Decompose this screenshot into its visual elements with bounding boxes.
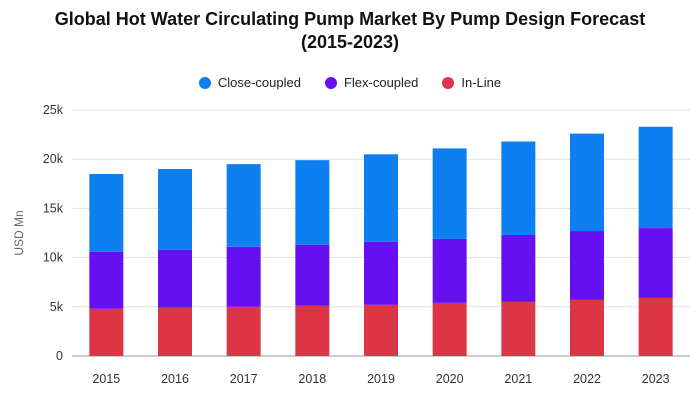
y-tick-label-4: 20k — [43, 152, 64, 166]
bar-close-coupled-2021 — [501, 141, 536, 235]
y-axis-title: USD Mn — [12, 210, 26, 255]
bar-in-line-2015 — [89, 308, 124, 356]
bar-close-coupled-2017 — [226, 164, 261, 247]
legend-swatch-in-line — [442, 76, 455, 89]
bar-flex-coupled-2022 — [570, 231, 604, 300]
bar-close-coupled-2019 — [364, 154, 398, 242]
bar-flex-coupled-2020 — [432, 238, 467, 303]
bar-in-line-2016 — [158, 307, 192, 356]
bar-close-coupled-2022 — [570, 133, 604, 232]
chart-title: Global Hot Water Circulating Pump Market… — [0, 8, 700, 54]
bar-flex-coupled-2019 — [364, 241, 398, 305]
legend-swatch-flex-coupled — [324, 76, 337, 89]
bar-in-line-2017 — [226, 306, 261, 356]
y-tick-label-1: 5k — [50, 300, 64, 314]
x-tick-label-2018: 2018 — [298, 372, 326, 386]
chart-title-line-1: Global Hot Water Circulating Pump Market… — [54, 9, 646, 29]
bar-in-line-2018 — [295, 305, 330, 356]
y-tick-label-5: 25k — [43, 103, 64, 117]
bar-flex-coupled-2023 — [638, 228, 673, 298]
legend-item-flex-coupled[interactable]: Flex-coupled — [324, 75, 419, 90]
x-tick-label-2019: 2019 — [367, 372, 395, 386]
bar-in-line-2020 — [432, 302, 467, 356]
bar-close-coupled-2023 — [638, 126, 673, 229]
chart-title-line-2: (2015-2023) — [300, 32, 400, 52]
y-tick-label-2: 10k — [43, 251, 64, 265]
y-tick-label-0: 0 — [56, 349, 63, 363]
bar-in-line-2022 — [570, 299, 604, 356]
x-tick-label-2023: 2023 — [642, 372, 670, 386]
x-tick-label-2017: 2017 — [230, 372, 258, 386]
legend-swatch-close-coupled — [198, 76, 211, 89]
bar-in-line-2023 — [638, 297, 673, 356]
legend-label-flex-coupled: Flex-coupled — [343, 75, 419, 90]
bar-close-coupled-2015 — [89, 173, 124, 252]
bar-in-line-2021 — [501, 301, 536, 356]
legend: Close-coupled Flex-coupled In-Line — [0, 75, 700, 90]
bar-flex-coupled-2015 — [89, 251, 124, 309]
bar-close-coupled-2020 — [432, 148, 467, 239]
bar-in-line-2019 — [364, 304, 398, 356]
bar-flex-coupled-2017 — [226, 246, 261, 307]
x-tick-label-2022: 2022 — [573, 372, 601, 386]
bar-flex-coupled-2016 — [158, 249, 192, 308]
bar-close-coupled-2016 — [158, 169, 192, 250]
bar-flex-coupled-2021 — [501, 234, 536, 302]
legend-item-in-line[interactable]: In-Line — [442, 75, 501, 90]
y-tick-label-3: 15k — [43, 201, 64, 215]
bar-flex-coupled-2018 — [295, 244, 330, 306]
legend-label-close-coupled: Close-coupled — [217, 75, 301, 90]
x-tick-label-2020: 2020 — [436, 372, 464, 386]
x-tick-label-2016: 2016 — [161, 372, 189, 386]
x-tick-label-2015: 2015 — [92, 372, 120, 386]
legend-label-in-line: In-Line — [461, 75, 502, 90]
legend-item-close-coupled[interactable]: Close-coupled — [198, 75, 301, 90]
bar-close-coupled-2018 — [295, 160, 330, 245]
x-tick-label-2021: 2021 — [504, 372, 532, 386]
